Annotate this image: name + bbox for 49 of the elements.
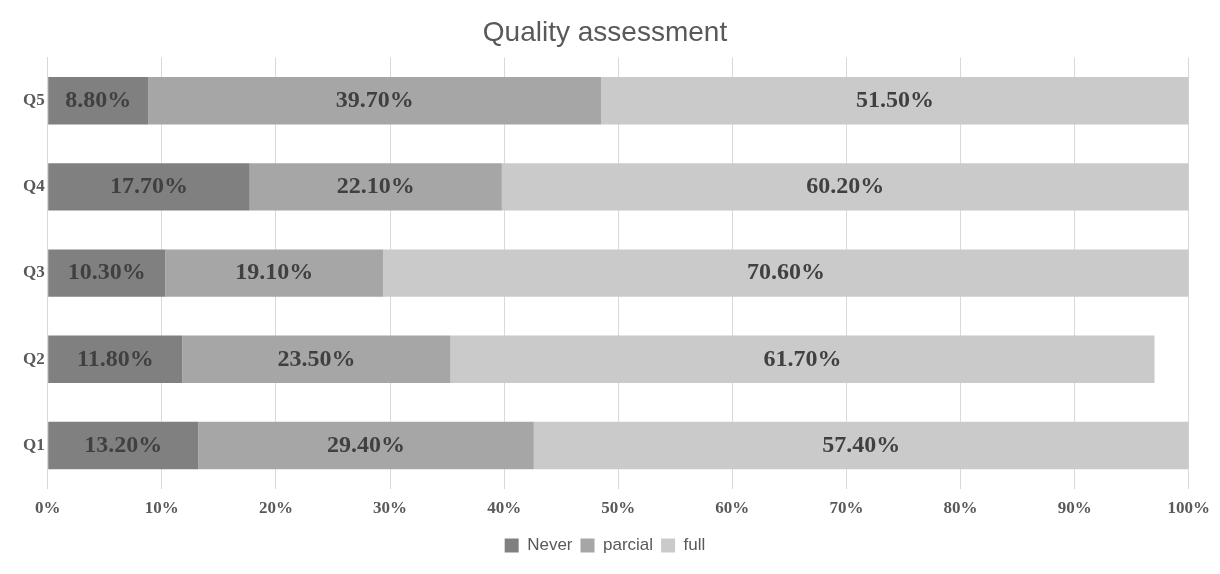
data-label: 11.80% <box>76 344 154 371</box>
data-label: 61.70% <box>763 344 842 371</box>
bar <box>198 421 534 470</box>
bar <box>501 163 1189 211</box>
data-label: 22.10% <box>336 172 415 199</box>
data-label: 8.80% <box>65 85 132 112</box>
bar <box>165 249 384 297</box>
bar <box>148 77 602 125</box>
bar <box>182 335 451 384</box>
x-tick-label: 0% <box>34 498 61 518</box>
y-tick-label: Q5 <box>22 90 45 110</box>
x-tick-label: 40% <box>487 498 522 518</box>
data-label: 39.70% <box>335 85 414 112</box>
data-label: 60.20% <box>806 172 885 199</box>
x-tick-label: 60% <box>715 498 750 518</box>
x-tick-label: 100% <box>1167 498 1210 518</box>
bar <box>601 77 1189 125</box>
x-tick-label: 80% <box>943 498 978 518</box>
bar <box>533 421 1189 470</box>
y-tick-label: Q4 <box>22 176 46 196</box>
x-tick-label: 10% <box>144 498 179 518</box>
data-label: 70.60% <box>746 258 825 285</box>
y-tick-label: Q2 <box>22 348 45 368</box>
bar <box>48 335 183 384</box>
x-tick-label: 90% <box>1057 498 1092 518</box>
x-tick-label: 50% <box>601 498 636 518</box>
bar <box>48 249 166 297</box>
x-tick-label: 70% <box>829 498 864 518</box>
data-label: 10.30% <box>67 258 146 285</box>
data-label: 19.10% <box>235 258 314 285</box>
y-tick-label: Q1 <box>22 434 45 454</box>
data-label: 51.50% <box>855 85 934 112</box>
legend-label: parcial <box>603 535 654 555</box>
bar <box>48 163 250 211</box>
chart-title: Quality assessment <box>482 15 728 47</box>
bar <box>48 421 199 470</box>
data-label: 13.20% <box>84 430 163 457</box>
legend-label: Never <box>527 535 573 555</box>
bar <box>249 163 502 211</box>
legend-label: full <box>683 535 706 555</box>
bar <box>383 249 1189 297</box>
x-tick-label: 20% <box>258 498 293 518</box>
data-label: 29.40% <box>327 430 406 457</box>
data-label: 23.50% <box>277 344 356 371</box>
y-tick-label: Q3 <box>22 262 45 282</box>
data-label: 17.70% <box>109 172 188 199</box>
x-tick-label: 30% <box>373 498 408 518</box>
data-label: 57.40% <box>822 430 901 457</box>
bar <box>450 335 1155 384</box>
